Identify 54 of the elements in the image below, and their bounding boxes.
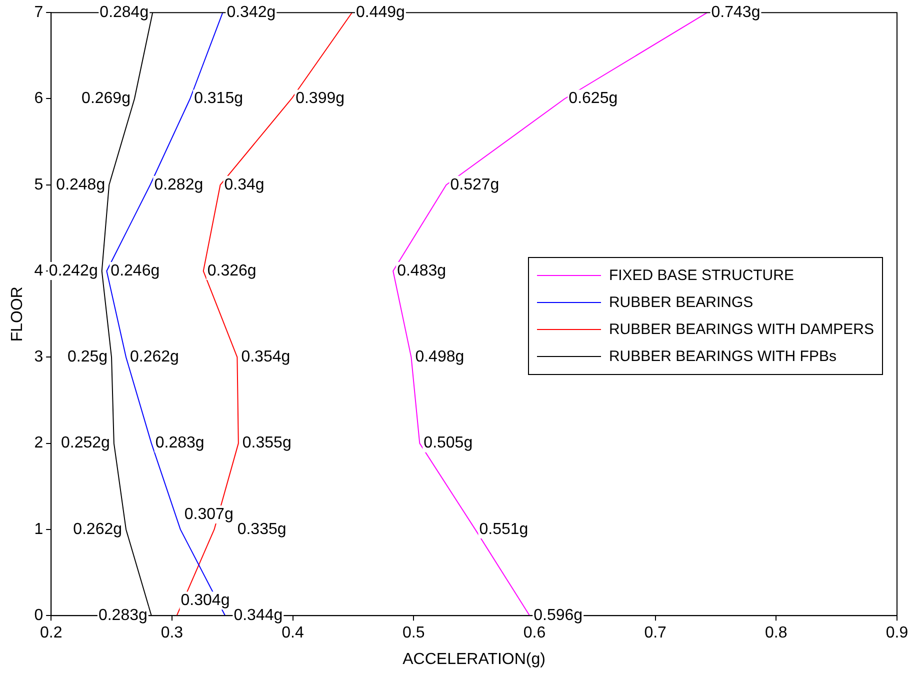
data-label: 0.449g: [356, 4, 405, 22]
data-label: 0.335g: [237, 520, 286, 538]
data-label: 0.505g: [424, 434, 473, 452]
data-label: 0.284g: [100, 4, 149, 22]
x-tick-label: 0.2: [40, 624, 62, 642]
data-label: 0.498g: [415, 348, 464, 366]
data-label: 0.304g: [180, 592, 230, 610]
data-label: 0.551g: [479, 520, 528, 538]
y-tick-label: 2: [34, 434, 44, 452]
y-tick-label: 4: [34, 262, 44, 280]
data-label: 0.342g: [226, 4, 276, 22]
data-label: 0.625g: [568, 90, 618, 108]
y-tick-label: 1: [34, 520, 44, 538]
data-label: 0.315g: [194, 90, 244, 108]
x-tick-label: 0.4: [282, 624, 304, 642]
y-tick-label: 6: [34, 90, 44, 108]
y-axis-title: FLOOR: [9, 286, 26, 342]
legend-label: RUBBER BEARINGS WITH DAMPERS: [608, 321, 874, 338]
x-tick-label: 0.9: [886, 624, 908, 642]
x-tick-label: 0.3: [160, 624, 184, 642]
x-tick-label: 0.6: [523, 624, 546, 642]
x-tick-label: 0.5: [402, 624, 425, 642]
data-label: 0.283g: [155, 434, 204, 452]
data-label: 0.242g: [48, 262, 98, 280]
data-label: 0.283g: [98, 607, 148, 624]
data-label: 0.326g: [207, 262, 256, 280]
y-tick-label: 5: [34, 176, 44, 194]
y-tick-label: 7: [34, 4, 44, 22]
data-label: 0.307g: [184, 506, 234, 523]
data-label: 0.354g: [241, 348, 290, 366]
data-label: 0.399g: [296, 90, 345, 108]
data-label: 0.743g: [711, 4, 760, 22]
data-label: 0.252g: [61, 434, 110, 452]
data-label: 0.246g: [110, 262, 160, 280]
data-label: 0.344g: [234, 607, 283, 624]
data-label: 0.355g: [242, 434, 292, 452]
data-label: 0.269g: [82, 90, 130, 108]
data-label: 0.248g: [56, 176, 106, 194]
data-label: 0.262g: [73, 520, 122, 538]
y-tick-label: 3: [34, 348, 44, 366]
legend-label: RUBBER BEARINGS WITH FPBs: [608, 348, 836, 366]
data-label: 0.282g: [154, 176, 204, 194]
legend-label: FIXED BASE STRUCTURE: [608, 267, 794, 284]
data-label: 0.34g: [224, 176, 264, 194]
data-label: 0.25g: [67, 348, 108, 366]
data-label: 0.262g: [130, 348, 179, 366]
data-label: 0.483g: [397, 262, 446, 280]
y-tick-label: 0: [34, 607, 44, 624]
data-label: 0.527g: [450, 176, 500, 194]
x-axis-title: ACCELERATION(g): [402, 650, 546, 668]
x-tick-label: 0.7: [644, 624, 667, 642]
data-label: 0.596g: [534, 607, 583, 624]
x-tick-label: 0.8: [765, 624, 788, 642]
legend-label: RUBBER BEARINGS: [608, 294, 754, 312]
